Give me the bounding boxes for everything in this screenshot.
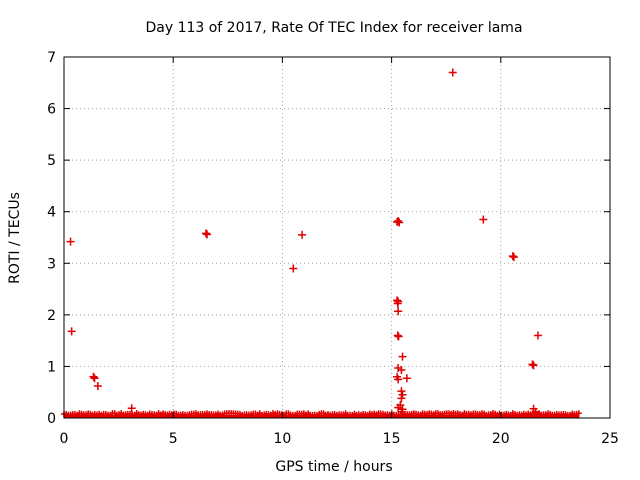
data-point	[529, 361, 538, 370]
data-point	[289, 264, 298, 273]
x-tick-label: 5	[169, 431, 178, 447]
chart-title: Day 113 of 2017, Rate Of TEC Index for r…	[145, 20, 522, 36]
data-point	[397, 394, 406, 403]
data-point	[397, 387, 406, 396]
data-point	[394, 216, 403, 225]
plot-frame	[63, 56, 611, 419]
data-point	[127, 404, 136, 413]
x-axis-label: GPS time / hours	[275, 459, 392, 475]
y-tick-label: 3	[47, 256, 56, 272]
y-tick-label: 2	[47, 308, 56, 324]
y-axis-ticks: 0 1 2 3 4 5 6 7	[47, 50, 610, 427]
y-tick-label: 7	[47, 50, 56, 66]
data-point	[398, 390, 407, 399]
data-point	[201, 229, 210, 238]
y-tick-label: 6	[47, 102, 56, 118]
baseline-band-fill	[64, 414, 580, 418]
x-tick-label: 10	[273, 431, 291, 447]
data-point	[89, 372, 98, 381]
data-point	[479, 215, 488, 224]
data-point	[394, 307, 403, 316]
data-point	[397, 407, 406, 416]
data-point	[448, 68, 457, 77]
data-point	[395, 218, 404, 227]
x-tick-label: 20	[492, 431, 510, 447]
data-point	[531, 407, 540, 416]
y-tick-label: 4	[47, 205, 56, 221]
data-points	[66, 68, 542, 416]
x-tick-label: 15	[383, 431, 401, 447]
data-point	[393, 299, 402, 308]
data-point	[533, 331, 542, 340]
y-tick-label: 0	[47, 411, 56, 427]
y-tick-label: 1	[47, 359, 56, 375]
y-tick-label: 5	[47, 153, 56, 169]
data-point	[203, 230, 212, 239]
data-point	[66, 237, 75, 246]
grid	[64, 57, 610, 418]
data-point	[394, 403, 403, 412]
data-point	[93, 382, 102, 391]
data-point	[67, 327, 76, 336]
data-point	[90, 374, 99, 383]
data-point	[509, 253, 518, 262]
x-tick-label: 0	[60, 431, 69, 447]
data-point	[394, 375, 403, 384]
data-point	[398, 352, 407, 361]
x-axis-ticks: 0 5 10 15 20 25	[60, 57, 619, 447]
data-point	[397, 366, 406, 375]
data-point	[508, 252, 517, 261]
baseline-band	[61, 410, 582, 418]
data-point	[394, 332, 403, 341]
y-axis-label: ROTI / TECUs	[7, 192, 23, 284]
data-point	[528, 360, 537, 369]
data-point	[393, 331, 402, 340]
x-tick-label: 25	[601, 431, 619, 447]
data-point	[298, 230, 307, 239]
data-point	[402, 374, 411, 383]
